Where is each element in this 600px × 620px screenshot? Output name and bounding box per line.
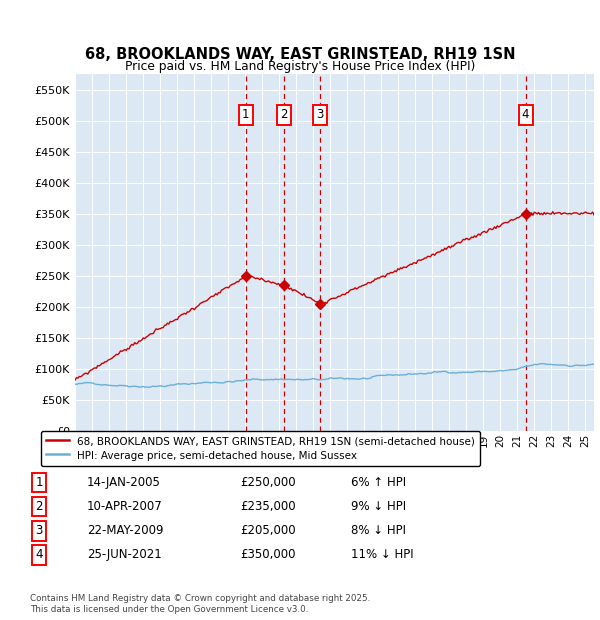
Text: 1: 1 [35,476,43,489]
Text: Contains HM Land Registry data © Crown copyright and database right 2025.
This d: Contains HM Land Registry data © Crown c… [30,595,370,614]
Text: 25-JUN-2021: 25-JUN-2021 [87,549,162,561]
Text: 2: 2 [35,500,43,513]
Text: 22-MAY-2009: 22-MAY-2009 [87,525,163,537]
Text: 6% ↑ HPI: 6% ↑ HPI [351,476,406,489]
Text: 10-APR-2007: 10-APR-2007 [87,500,163,513]
Text: £205,000: £205,000 [240,525,296,537]
Text: 2: 2 [280,108,287,121]
Text: 11% ↓ HPI: 11% ↓ HPI [351,549,413,561]
Text: 1: 1 [242,108,250,121]
Text: 9% ↓ HPI: 9% ↓ HPI [351,500,406,513]
Text: 68, BROOKLANDS WAY, EAST GRINSTEAD, RH19 1SN: 68, BROOKLANDS WAY, EAST GRINSTEAD, RH19… [85,47,515,62]
Text: 3: 3 [35,525,43,537]
Text: £350,000: £350,000 [240,549,296,561]
Text: £250,000: £250,000 [240,476,296,489]
Text: 14-JAN-2005: 14-JAN-2005 [87,476,161,489]
Legend: 68, BROOKLANDS WAY, EAST GRINSTEAD, RH19 1SN (semi-detached house), HPI: Average: 68, BROOKLANDS WAY, EAST GRINSTEAD, RH19… [41,431,480,466]
Text: Price paid vs. HM Land Registry's House Price Index (HPI): Price paid vs. HM Land Registry's House … [125,60,475,73]
Text: 4: 4 [522,108,529,121]
Text: 3: 3 [316,108,323,121]
Text: 4: 4 [35,549,43,561]
Text: 8% ↓ HPI: 8% ↓ HPI [351,525,406,537]
Text: £235,000: £235,000 [240,500,296,513]
